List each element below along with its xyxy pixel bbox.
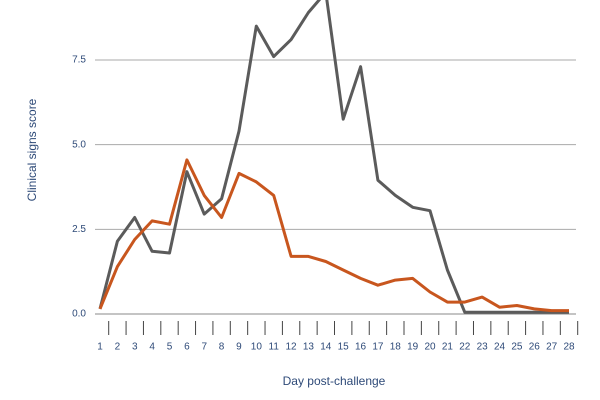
- x-tick-label: 15: [338, 342, 350, 353]
- x-tick-label: 22: [459, 342, 471, 353]
- y-tick-label: 7.5: [72, 55, 86, 66]
- x-tick-label: 10: [251, 342, 263, 353]
- x-tick-label: 14: [320, 342, 332, 353]
- x-tick-label: 3: [132, 342, 138, 353]
- x-tick-label: 16: [355, 342, 367, 353]
- x-tick-label: 9: [236, 342, 242, 353]
- y-axis-title: Clinical signs score: [25, 98, 39, 201]
- x-tick-label: 27: [546, 342, 558, 353]
- x-tick-label: 12: [286, 342, 298, 353]
- x-tick-label: 21: [442, 342, 454, 353]
- y-tick-label: 2.5: [72, 224, 86, 235]
- x-tick-label: 28: [563, 342, 575, 353]
- x-tick-label: 25: [511, 342, 523, 353]
- series-line: [98, 0, 569, 314]
- x-tick-label: 5: [167, 342, 173, 353]
- x-tick-label: 18: [390, 342, 402, 353]
- x-tick-label: 4: [149, 342, 155, 353]
- x-tick-label: 7: [201, 342, 207, 353]
- x-tick-label: 23: [477, 342, 489, 353]
- y-tick-label: 0.0: [72, 309, 86, 320]
- x-tick-label: 1: [97, 342, 103, 353]
- y-tick-label: 5.0: [72, 139, 86, 150]
- x-tick-label: 19: [407, 342, 419, 353]
- series-line: [98, 158, 569, 313]
- x-tick-label: 8: [219, 342, 225, 353]
- x-tick-label: 2: [115, 342, 121, 353]
- x-tick-label: 26: [529, 342, 541, 353]
- x-tick-label: 17: [372, 342, 384, 353]
- x-tick-label: 20: [424, 342, 436, 353]
- x-tick-label: 24: [494, 342, 506, 353]
- x-tick-label: 6: [184, 342, 190, 353]
- x-tick-label: 11: [269, 342, 280, 353]
- x-tick-label: 13: [303, 342, 315, 353]
- x-axis-title: Day post-challenge: [283, 374, 386, 388]
